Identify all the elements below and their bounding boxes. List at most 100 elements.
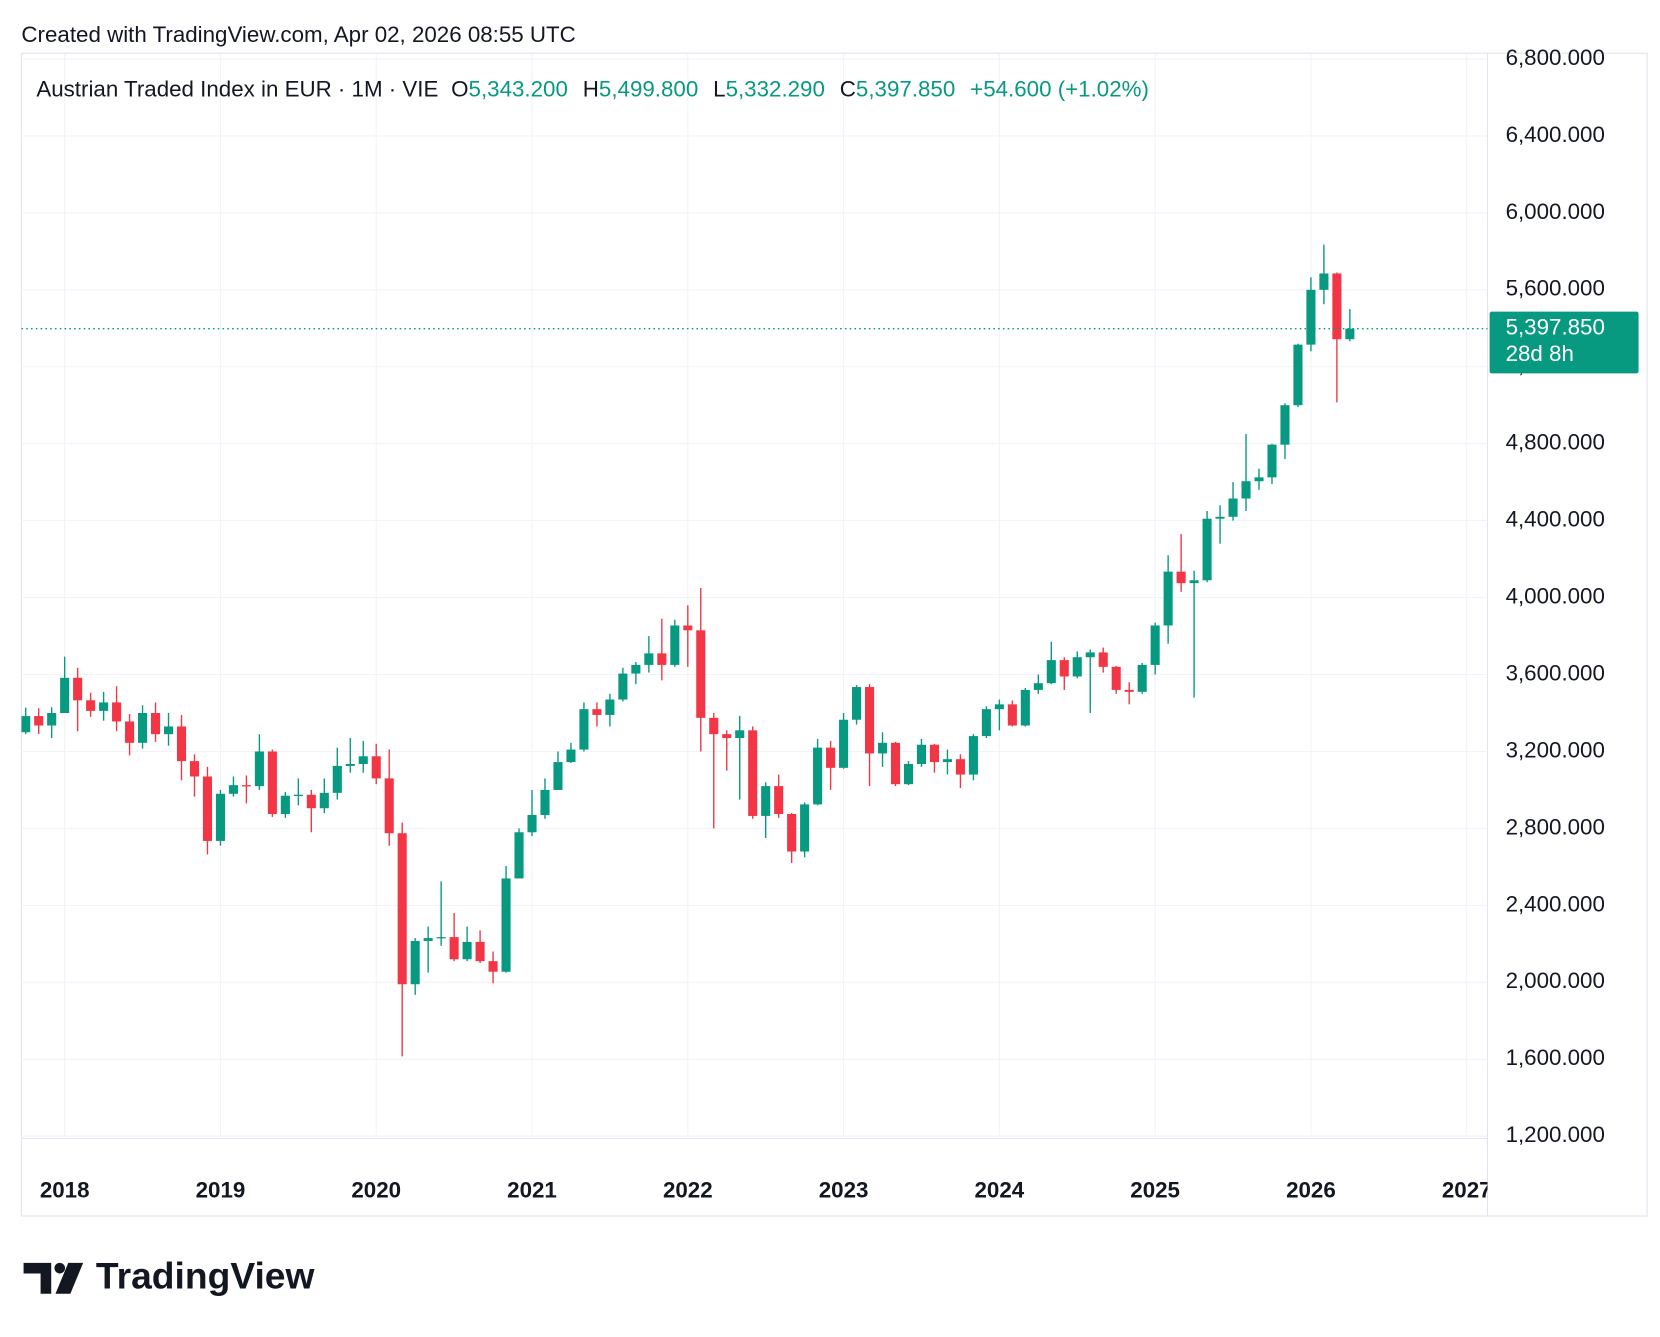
candle-body — [527, 814, 537, 833]
y-tick-label: 2,400.000 — [1506, 891, 1605, 916]
price-tag — [1489, 311, 1639, 374]
candle-body — [371, 756, 381, 779]
candle-body — [293, 794, 303, 797]
candle-body — [1124, 689, 1134, 692]
candle-body — [852, 687, 862, 720]
candle-body — [397, 833, 407, 985]
y-tick-label: 2,800.000 — [1506, 814, 1605, 839]
candle-body — [1215, 516, 1225, 519]
candle-body — [787, 813, 797, 852]
candle-body — [21, 716, 31, 733]
candle-body — [722, 734, 732, 739]
candle-body — [332, 765, 342, 793]
candle-body — [709, 717, 719, 735]
y-tick-label: 4,800.000 — [1506, 430, 1605, 455]
candle-body — [1059, 660, 1069, 677]
candle-body — [1072, 657, 1082, 677]
candle-body — [994, 704, 1004, 710]
x-tick-label: 2020 — [351, 1177, 401, 1202]
legend-key: O — [451, 76, 468, 101]
candle-body — [47, 713, 57, 726]
candle-body — [1007, 704, 1017, 726]
legend-key: C — [840, 76, 856, 101]
candle-body — [1319, 273, 1329, 290]
candle-body — [280, 795, 290, 814]
candle-body — [150, 713, 161, 735]
candle-body — [241, 785, 251, 787]
candle-body — [358, 756, 368, 764]
y-tick-label: 2,000.000 — [1506, 968, 1605, 993]
candle-body — [1241, 481, 1251, 499]
candle-body — [683, 625, 693, 631]
candle-body — [670, 625, 680, 665]
candle-body — [1046, 660, 1056, 684]
chart-frame — [20, 52, 1648, 1217]
candle-body — [1254, 477, 1264, 482]
candle-body — [34, 716, 44, 726]
candle-body — [929, 744, 940, 763]
y-tick-label: 6,000.000 — [1506, 199, 1605, 224]
candle-body — [449, 937, 459, 960]
candle-body — [319, 792, 329, 809]
candle-body — [1332, 273, 1342, 340]
candle-body — [254, 751, 264, 787]
logo-icon — [54, 1262, 66, 1274]
candle-body — [800, 804, 810, 852]
logo-icon — [23, 1262, 52, 1294]
candle-body — [345, 763, 355, 766]
candle-body — [644, 653, 654, 665]
candle-body — [579, 709, 589, 750]
x-tick-label: 2025 — [1130, 1177, 1180, 1202]
candle-body — [125, 721, 135, 743]
candle-body — [1111, 666, 1121, 690]
attribution: Created with TradingView.com, Apr 02, 20… — [21, 22, 575, 47]
legend-value: 5,499.800 — [599, 76, 698, 101]
candle-body — [60, 677, 70, 714]
candle-body — [955, 759, 965, 775]
candle-body — [605, 699, 615, 715]
candle-body — [1098, 652, 1108, 667]
candle-body — [462, 941, 472, 960]
x-tick-labels: 2018 2019 2020 2021 2022 2023 2024 2025 2026 2027 — [40, 1177, 1488, 1202]
legend-value: 5,332.290 — [726, 76, 825, 101]
candle-body — [501, 878, 511, 972]
logo: TradingView — [23, 1255, 316, 1297]
candle-body — [1189, 580, 1199, 584]
candle-body — [748, 730, 758, 816]
grid — [21, 53, 1488, 1139]
candle-body — [306, 794, 316, 809]
y-tick-label: 6,400.000 — [1506, 122, 1605, 147]
candles — [21, 244, 1488, 1057]
y-tick-label: 3,200.000 — [1506, 737, 1605, 762]
x-tick-label: 2024 — [975, 1177, 1025, 1202]
legend: Austrian Traded Index in EUR · 1M · VIE O… — [36, 76, 1149, 101]
candle-body — [488, 961, 498, 972]
candle-body — [176, 726, 187, 762]
candle-body — [696, 630, 706, 718]
candle-body — [1306, 289, 1316, 345]
y-tick-label: 4,000.000 — [1506, 583, 1605, 608]
y-tick-label: 4,400.000 — [1506, 507, 1605, 532]
candle-body — [423, 938, 433, 941]
y-tick-label: 1,600.000 — [1506, 1045, 1605, 1070]
y-tick-label: 3,600.000 — [1506, 660, 1605, 685]
candle-body — [839, 719, 849, 768]
candle-body — [1293, 344, 1303, 406]
candle-body — [1202, 518, 1212, 581]
candle-body — [1176, 571, 1186, 584]
candle-body — [202, 776, 213, 841]
candle-body — [112, 702, 122, 722]
candle-body — [514, 832, 524, 879]
candle-body — [163, 726, 174, 735]
candle-body — [813, 747, 823, 805]
candle-body — [1020, 689, 1030, 726]
price-tag-value: 5,397.850 — [1506, 315, 1605, 340]
candle-body — [540, 789, 550, 815]
candle-body — [384, 778, 394, 834]
candle-body — [86, 700, 96, 711]
candle-body — [1033, 683, 1043, 690]
candle-body — [916, 744, 927, 764]
x-tick-label: 2022 — [663, 1177, 713, 1202]
